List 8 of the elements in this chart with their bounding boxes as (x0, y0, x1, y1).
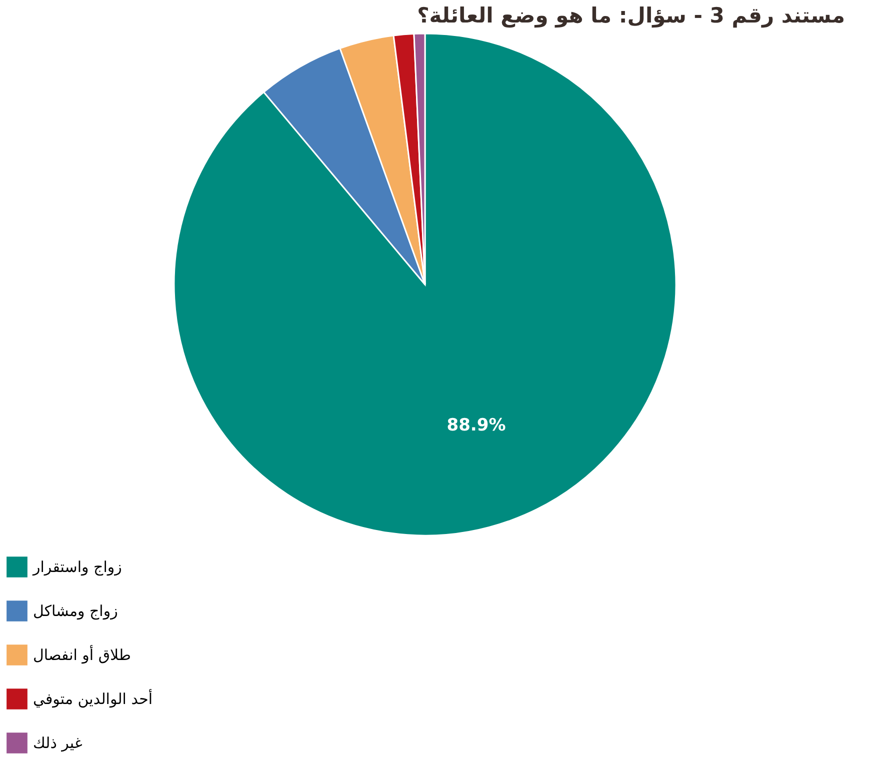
legend-label: زواج ومشاكل (33, 602, 118, 620)
legend-label: طلاق أو انفصال (33, 645, 131, 664)
legend-label: أحد الوالدين متوفي (33, 689, 153, 708)
legend-label: غير ذلك (33, 734, 82, 752)
pie-slice (173, 32, 677, 536)
chart-title: مستند رقم 3 - سؤال: ما هو وضع العائلة؟ (417, 4, 845, 28)
data-label: 88.9% (446, 415, 506, 436)
legend-label: زواج واستقرار (32, 558, 122, 576)
